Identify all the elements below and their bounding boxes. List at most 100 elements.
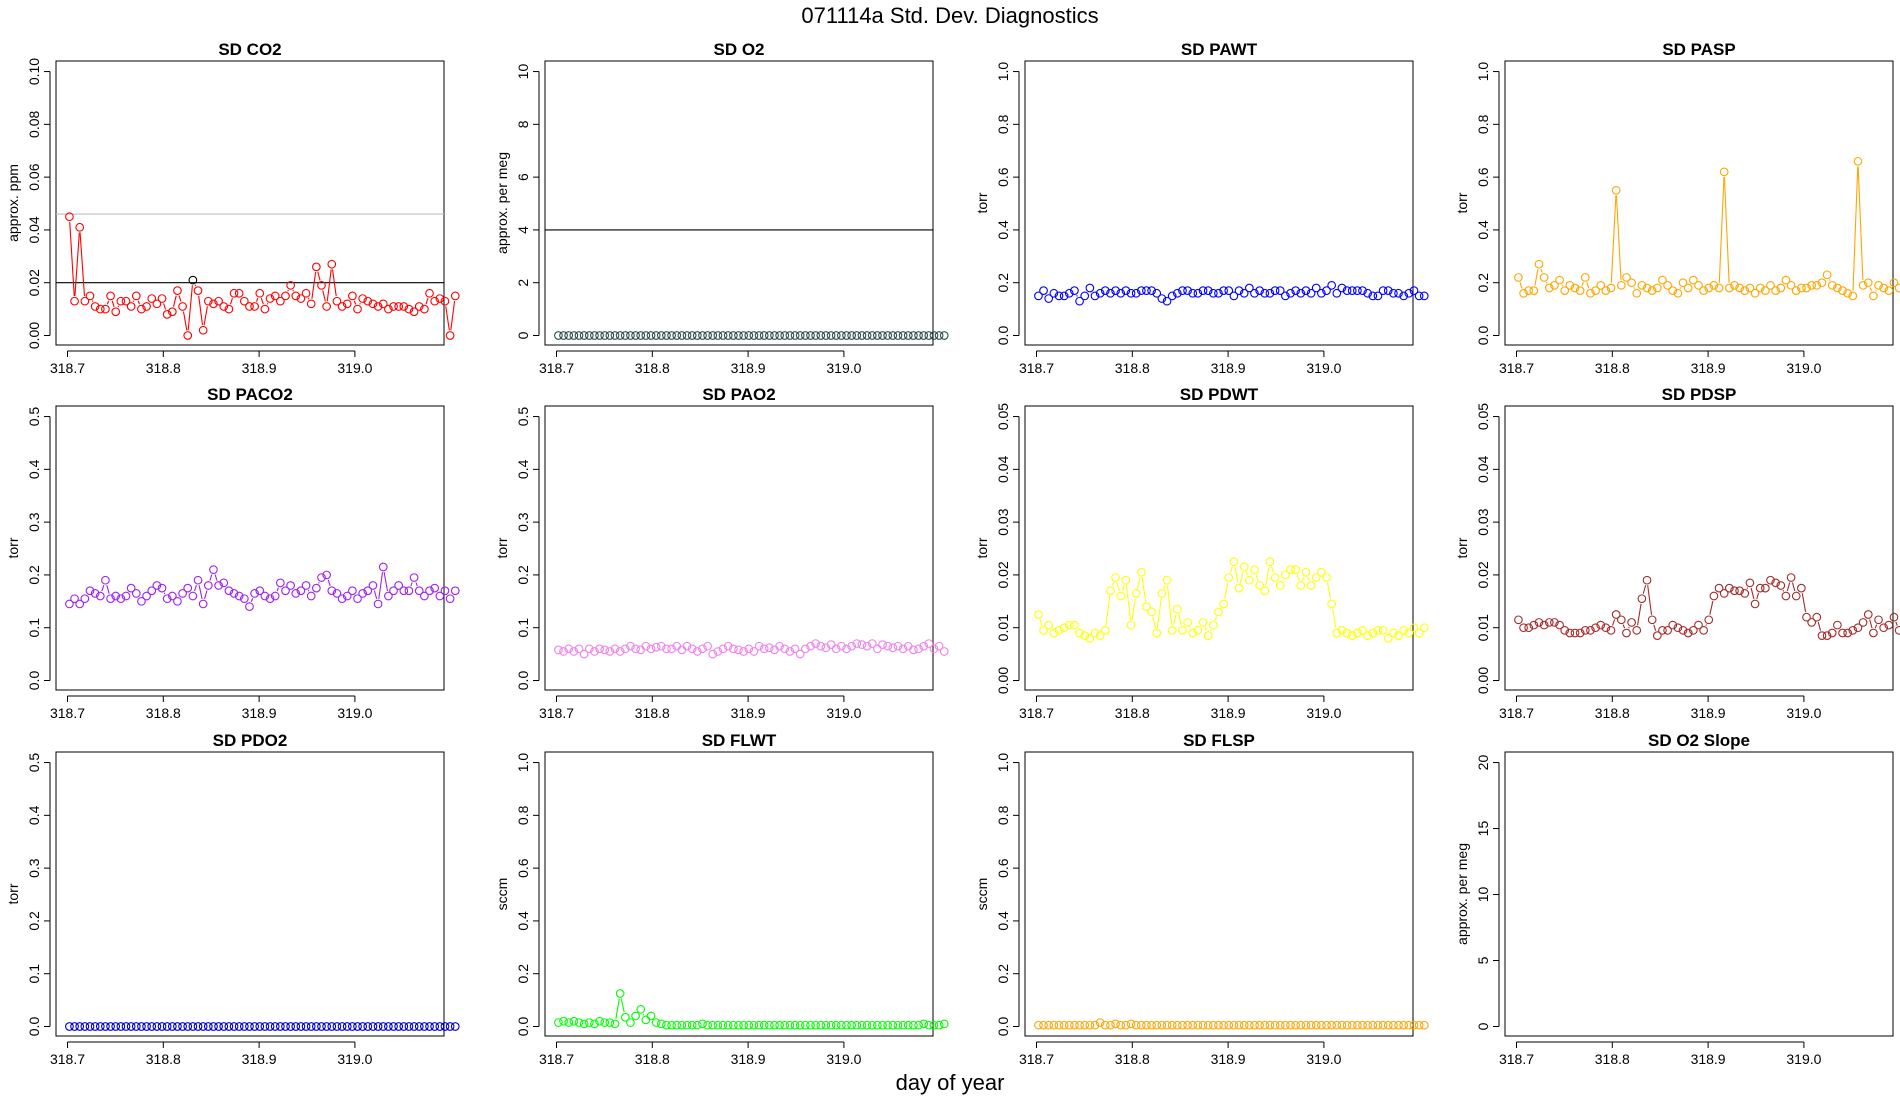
data-point [1632,288,1642,298]
data-point [801,331,810,340]
series-segment [1251,574,1253,576]
data-point [1622,273,1631,282]
panel-sd-flwt: SD FLWT sccm 0.0 0.2 0.4 0.6 0.8 1.0 318.7 318.8 3… [494,731,949,1067]
data-point [137,304,146,314]
data-point [1193,1020,1203,1030]
x-tick-label: 318.8 [1115,1051,1150,1067]
data-point [394,1022,404,1031]
data-point [1306,1020,1316,1030]
data-point [1332,628,1342,638]
y-tick-label: 4 [515,226,531,234]
data-point [1198,1020,1208,1030]
data-point [1781,591,1791,601]
series-segment [1852,166,1859,291]
data-point [579,1019,589,1029]
data-point [291,1022,301,1031]
series-segment [353,300,357,305]
data-point [939,1019,949,1029]
data-point [1889,612,1899,622]
data-point [373,599,383,609]
data-point [759,1020,769,1030]
series-segment [1628,626,1630,629]
data-point [1874,280,1883,290]
data-point [306,299,316,309]
y-tick-label: 0.04 [26,216,42,243]
series-segment [194,284,197,287]
series-segment [1255,574,1259,581]
data-point [801,1020,810,1030]
data-point [842,644,851,654]
series-segment [204,590,208,600]
series-segment [137,300,141,305]
data-point [1224,1020,1234,1030]
data-point [1606,625,1616,635]
data-point [1869,291,1878,301]
data-point [332,296,342,306]
data-point [409,573,419,582]
y-tick-label: 0.02 [26,269,42,296]
data-point [1265,288,1275,298]
data-point [867,639,877,648]
data-point [1658,625,1667,635]
data-point [1827,280,1837,290]
series-segment [1265,566,1270,586]
y-tick-label: 20 [1475,755,1491,771]
data-point [1208,288,1218,298]
data-point [1260,586,1270,596]
data-point [1126,620,1136,630]
data-point [1683,283,1693,293]
data-point [1570,628,1580,638]
data-point [1560,625,1570,635]
data-point [1070,286,1079,295]
series-segment [1633,287,1635,289]
series-segment [203,306,208,326]
data-point [1234,583,1244,593]
x-tick-label: 319.0 [1306,705,1341,721]
data-point [214,581,223,590]
data-point [1090,1020,1100,1030]
data-point [1678,625,1688,635]
data-point [770,331,779,340]
data-point [126,583,136,593]
data-point [1342,286,1352,295]
data-point [1111,573,1120,582]
data-point [1750,288,1760,298]
series-segment [620,998,625,1013]
data-point [1178,625,1187,635]
data-point [1075,296,1084,306]
data-point [723,1020,733,1030]
data-point [353,1022,362,1031]
data-point [1404,1020,1414,1030]
series-segment [1302,576,1305,581]
data-point [389,586,398,596]
x-tick-label: 319.0 [826,1051,861,1067]
data-point [404,304,414,314]
panel-title: SD PACO2 [207,385,293,404]
series-segment [255,297,259,302]
data-point [893,331,903,340]
data-point [137,596,146,606]
series-segment [1679,287,1682,289]
data-point [595,331,604,340]
data-point [919,641,929,651]
x-tick-label: 318.9 [242,360,277,376]
series-segment [1172,614,1177,626]
data-point [600,1018,610,1027]
data-point [162,594,172,604]
data-point [1591,623,1600,633]
data-point [389,302,398,311]
series-segment [307,297,310,300]
y-tick-label: 0.4 [995,911,1011,931]
data-point [677,331,687,340]
data-point [698,644,707,654]
series-segment [1131,598,1136,621]
data-point [1095,288,1105,298]
panel-title: SD FLWT [702,731,777,750]
data-point [65,1022,74,1031]
data-point [564,1018,574,1027]
data-point [399,302,409,311]
series-segment [117,305,120,308]
data-point [1786,280,1796,290]
y-tick-label: 0 [1475,1022,1491,1030]
data-point [1694,620,1703,630]
